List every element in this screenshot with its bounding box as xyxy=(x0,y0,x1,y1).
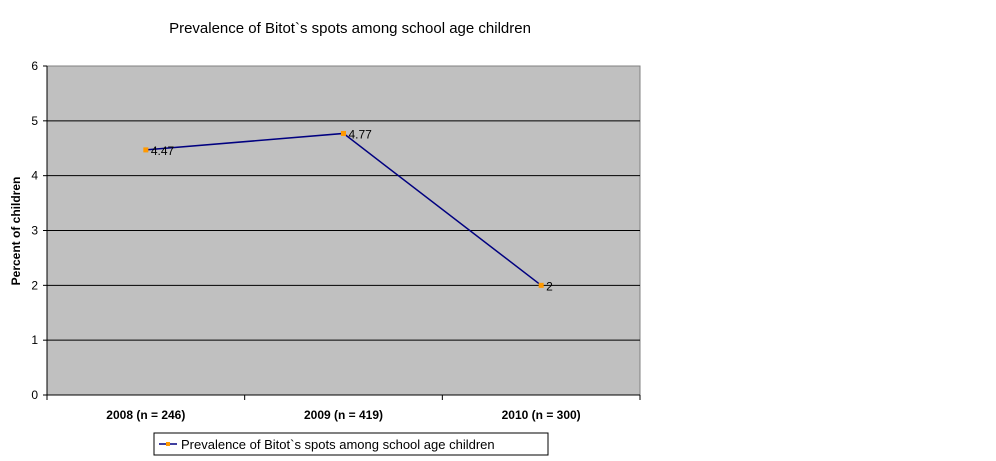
data-point xyxy=(341,130,346,136)
legend: Prevalence of Bitot`s spots among school… xyxy=(153,432,549,456)
legend-box xyxy=(153,432,549,456)
y-tick-label: 2 xyxy=(31,278,38,292)
y-tick-label: 0 xyxy=(31,388,38,402)
x-tick-label: 2008 (n = 246) xyxy=(106,408,185,422)
y-tick-label: 3 xyxy=(31,224,38,238)
chart-title: Prevalence of Bitot`s spots among school… xyxy=(169,20,531,37)
series-layer: 4.47 4.77 2 xyxy=(143,127,553,293)
data-point xyxy=(538,282,544,288)
y-tick-label: 4 xyxy=(31,169,38,183)
y-tick-label: 1 xyxy=(31,333,38,347)
y-axis-title: Percent of children xyxy=(9,177,23,286)
y-axis: 0 1 2 3 4 5 6 xyxy=(31,59,48,402)
legend-marker-swatch xyxy=(166,442,170,446)
y-tick-label: 5 xyxy=(31,114,38,128)
data-label: 4.77 xyxy=(349,127,373,141)
y-tick-label: 6 xyxy=(31,59,38,73)
x-tick-label: 2009 (n = 419) xyxy=(304,408,383,422)
legend-label: Prevalence of Bitot`s spots among school… xyxy=(181,437,495,452)
x-axis: 2008 (n = 246) 2009 (n = 419) 2010 (n = 30… xyxy=(46,394,641,422)
data-point xyxy=(143,147,149,153)
x-tick-label: 2010 (n = 300) xyxy=(502,408,581,422)
data-label: 2 xyxy=(546,279,553,293)
data-label: 4.47 xyxy=(151,144,175,158)
